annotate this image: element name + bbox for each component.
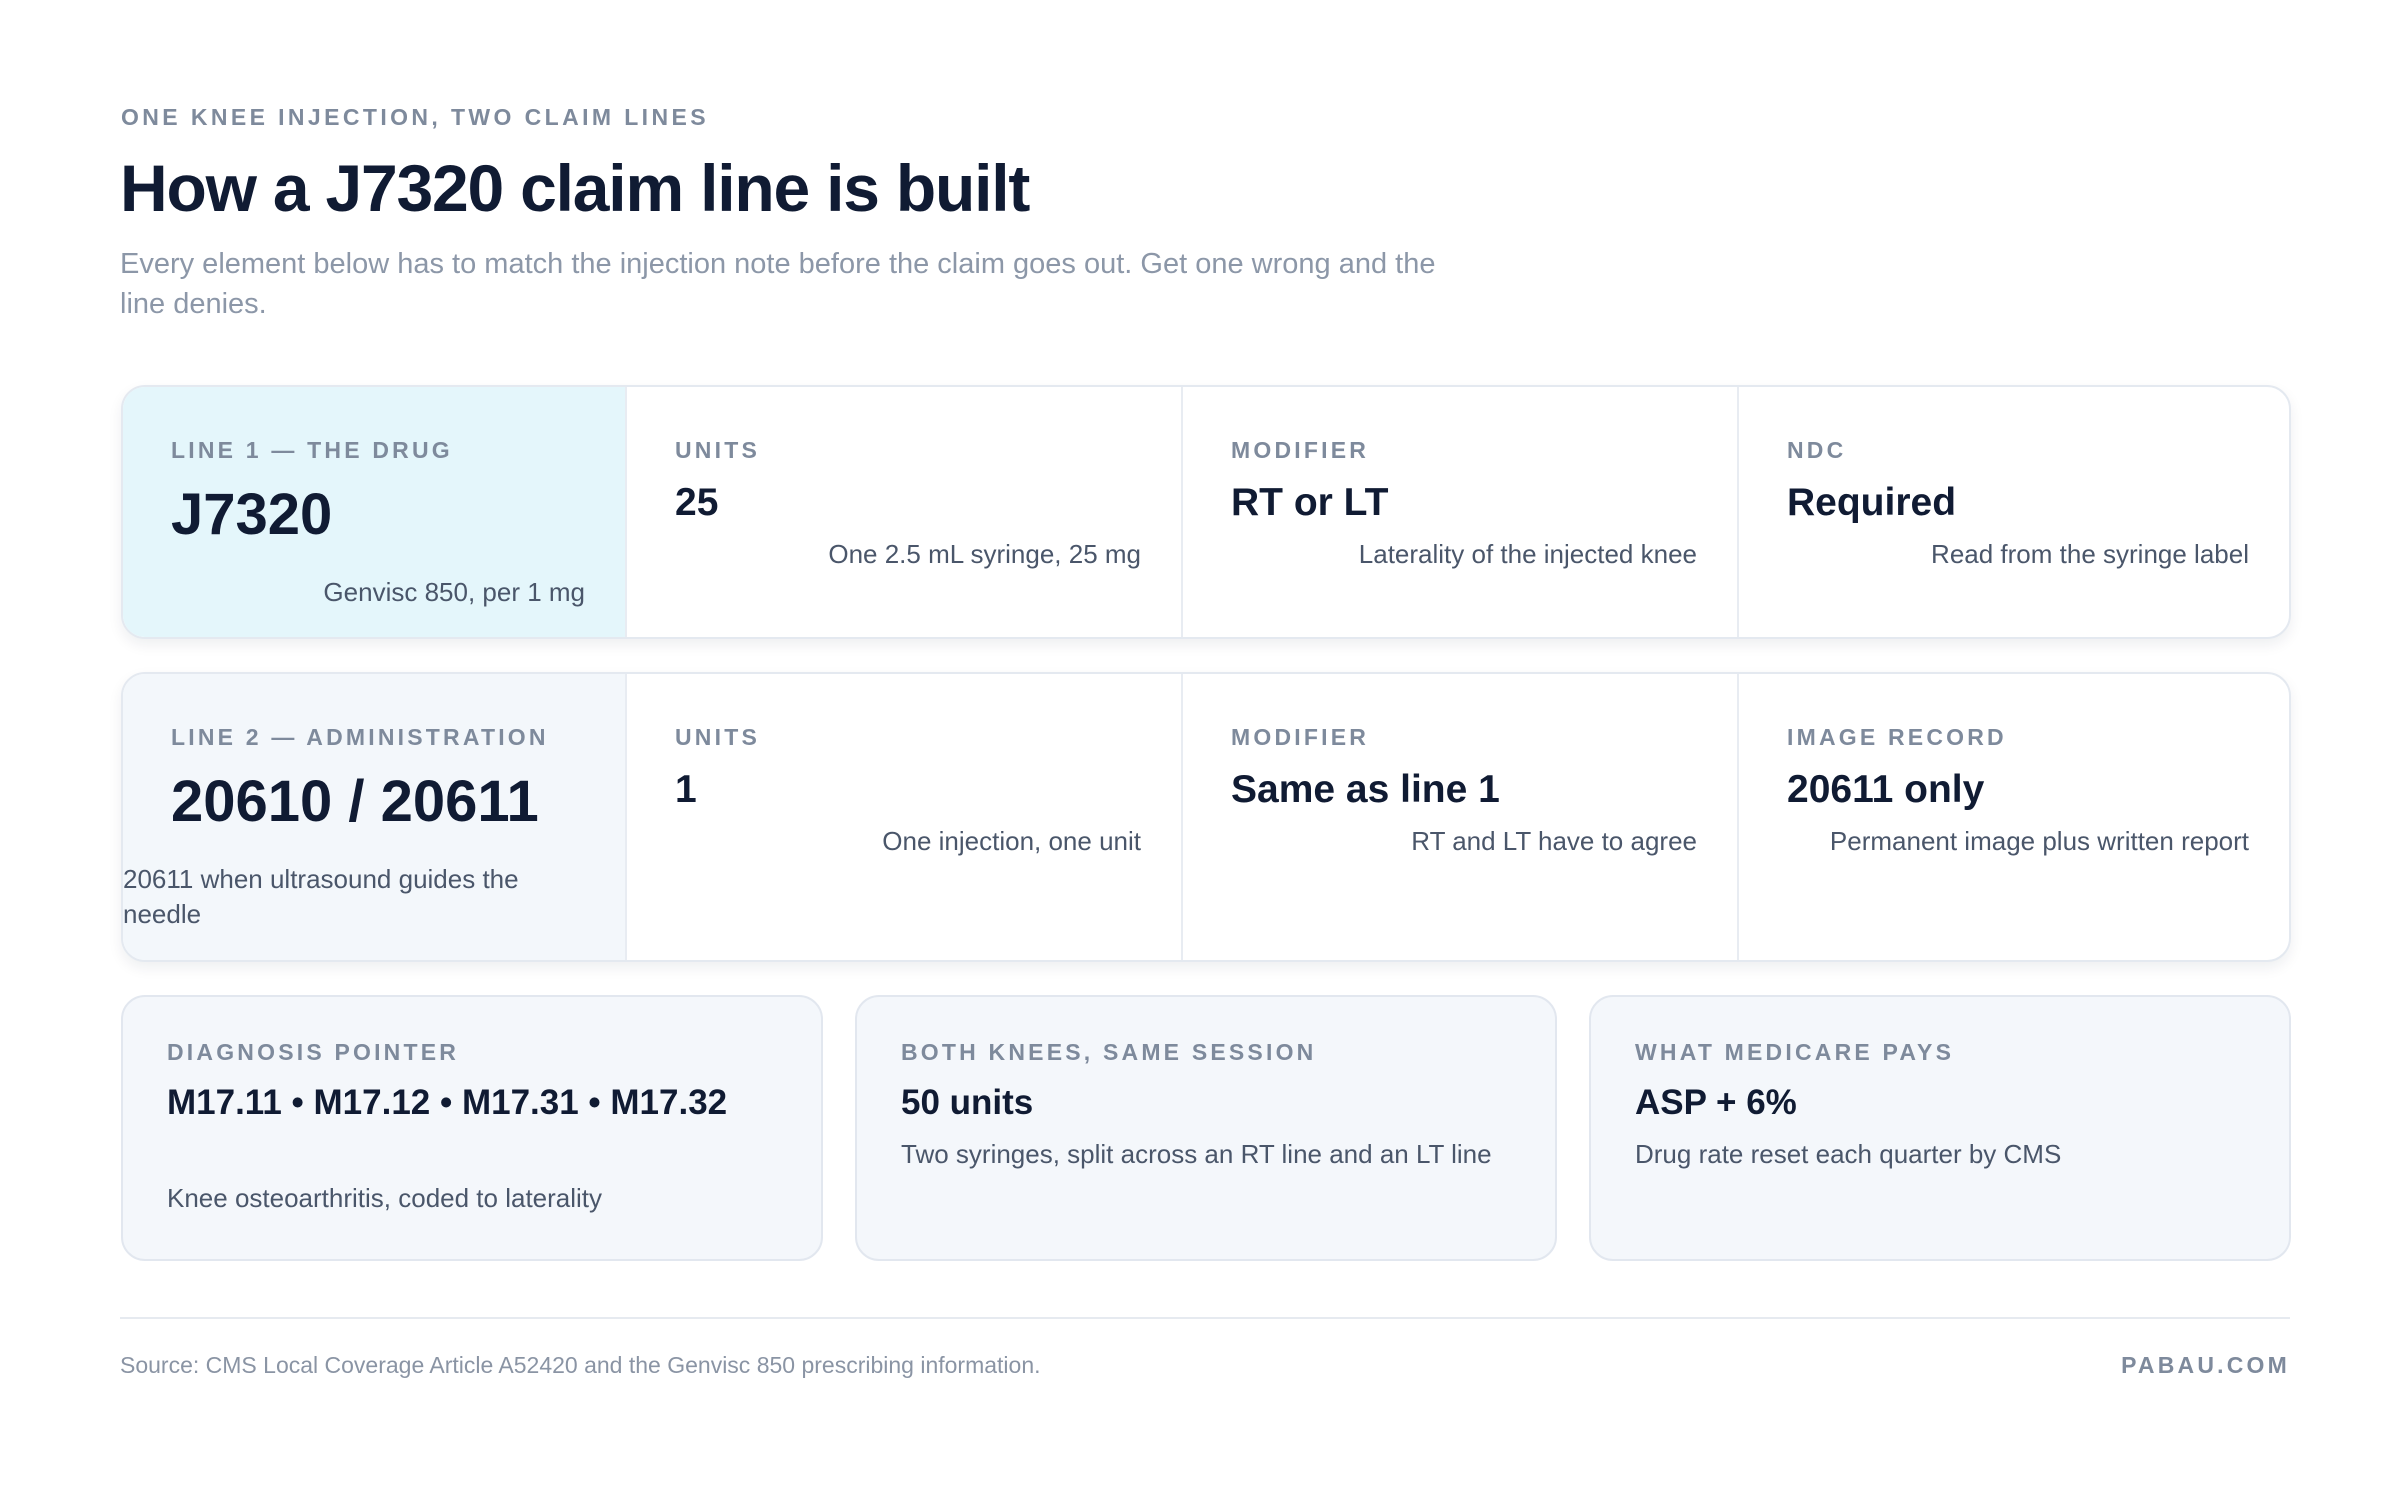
line1-ndc-note: Read from the syringe label <box>1931 539 2249 569</box>
line2-modifier-note: RT and LT have to agree <box>1411 826 1697 856</box>
line2-admin-cell: LINE 2 — ADMINISTRATION 20610 / 20611 20… <box>123 674 625 960</box>
line1-ndc-value: Required <box>1787 481 1957 524</box>
eyebrow: ONE KNEE INJECTION, TWO CLAIM LINES <box>121 104 709 130</box>
page-subtitle: Every element below has to match the inj… <box>120 248 1436 320</box>
both-knees-card: BOTH KNEES, SAME SESSION 50 units Two sy… <box>855 995 1557 1261</box>
line2-units-label: UNITS <box>675 724 760 750</box>
line2-image-label: IMAGE RECORD <box>1787 724 2007 750</box>
diagnosis-pointer-card: DIAGNOSIS POINTER M17.11 • M17.12 • M17.… <box>121 995 823 1261</box>
diagnosis-note: Knee osteoarthritis, coded to laterality <box>167 1183 603 1213</box>
footer-divider <box>120 1317 2290 1319</box>
line2-admin-note: 20611 when ultrasound guides the needle <box>123 864 519 929</box>
medicare-pays-card: WHAT MEDICARE PAYS ASP + 6% Drug rate re… <box>1589 995 2291 1261</box>
line1-units-cell: UNITS 25 One 2.5 mL syringe, 25 mg <box>625 387 1181 637</box>
line2-modifier-cell: MODIFIER Same as line 1 RT and LT have t… <box>1181 674 1737 960</box>
line2-admin-label: LINE 2 — ADMINISTRATION <box>171 724 549 750</box>
diagnosis-label: DIAGNOSIS POINTER <box>167 1039 460 1065</box>
line1-units-label: UNITS <box>675 437 760 463</box>
line1-drug-note: Genvisc 850, per 1 mg <box>323 577 585 607</box>
medicare-value: ASP + 6% <box>1635 1083 1797 1122</box>
line1-ndc-cell: NDC Required Read from the syringe label <box>1737 387 2289 637</box>
line1-modifier-note: Laterality of the injected knee <box>1358 539 1697 569</box>
both-knees-label: BOTH KNEES, SAME SESSION <box>901 1039 1317 1065</box>
both-knees-note: Two syringes, split across an RT line an… <box>901 1139 1492 1169</box>
line2-units-note: One injection, one unit <box>882 826 1141 856</box>
line1-drug-code: J7320 <box>171 482 333 547</box>
line2-units-value: 1 <box>675 768 697 811</box>
line1-ndc-label: NDC <box>1787 437 1847 463</box>
diagnosis-codes: M17.11 • M17.12 • M17.31 • M17.32 <box>167 1083 728 1122</box>
line2-image-value: 20611 only <box>1787 768 1985 811</box>
page-title: How a J7320 claim line is built <box>120 151 1030 225</box>
claim-line-2-card: LINE 2 — ADMINISTRATION 20610 / 20611 20… <box>121 672 2291 962</box>
line2-admin-code: 20610 / 20611 <box>171 769 539 834</box>
line2-image-cell: IMAGE RECORD 20611 only Permanent image … <box>1737 674 2289 960</box>
line1-modifier-cell: MODIFIER RT or LT Laterality of the inje… <box>1181 387 1737 637</box>
claim-line-1-card: LINE 1 — THE DRUG J7320 Genvisc 850, per… <box>121 385 2291 639</box>
medicare-note: Drug rate reset each quarter by CMS <box>1635 1139 2062 1169</box>
line1-modifier-label: MODIFIER <box>1231 437 1370 463</box>
line2-image-note: Permanent image plus written report <box>1829 826 2249 856</box>
line1-drug-cell: LINE 1 — THE DRUG J7320 Genvisc 850, per… <box>123 387 625 637</box>
line1-units-value: 25 <box>675 481 719 524</box>
brand-link[interactable]: PABAU.COM <box>2121 1352 2290 1378</box>
line2-modifier-value: Same as line 1 <box>1231 768 1500 811</box>
medicare-label: WHAT MEDICARE PAYS <box>1635 1039 1955 1065</box>
line1-modifier-value: RT or LT <box>1231 481 1389 524</box>
both-knees-value: 50 units <box>901 1083 1034 1122</box>
line2-modifier-label: MODIFIER <box>1231 724 1370 750</box>
source-note: Source: CMS Local Coverage Article A5242… <box>120 1352 1041 1378</box>
line1-units-note: One 2.5 mL syringe, 25 mg <box>828 539 1141 569</box>
line2-units-cell: UNITS 1 One injection, one unit <box>625 674 1181 960</box>
line1-drug-label: LINE 1 — THE DRUG <box>171 437 453 463</box>
